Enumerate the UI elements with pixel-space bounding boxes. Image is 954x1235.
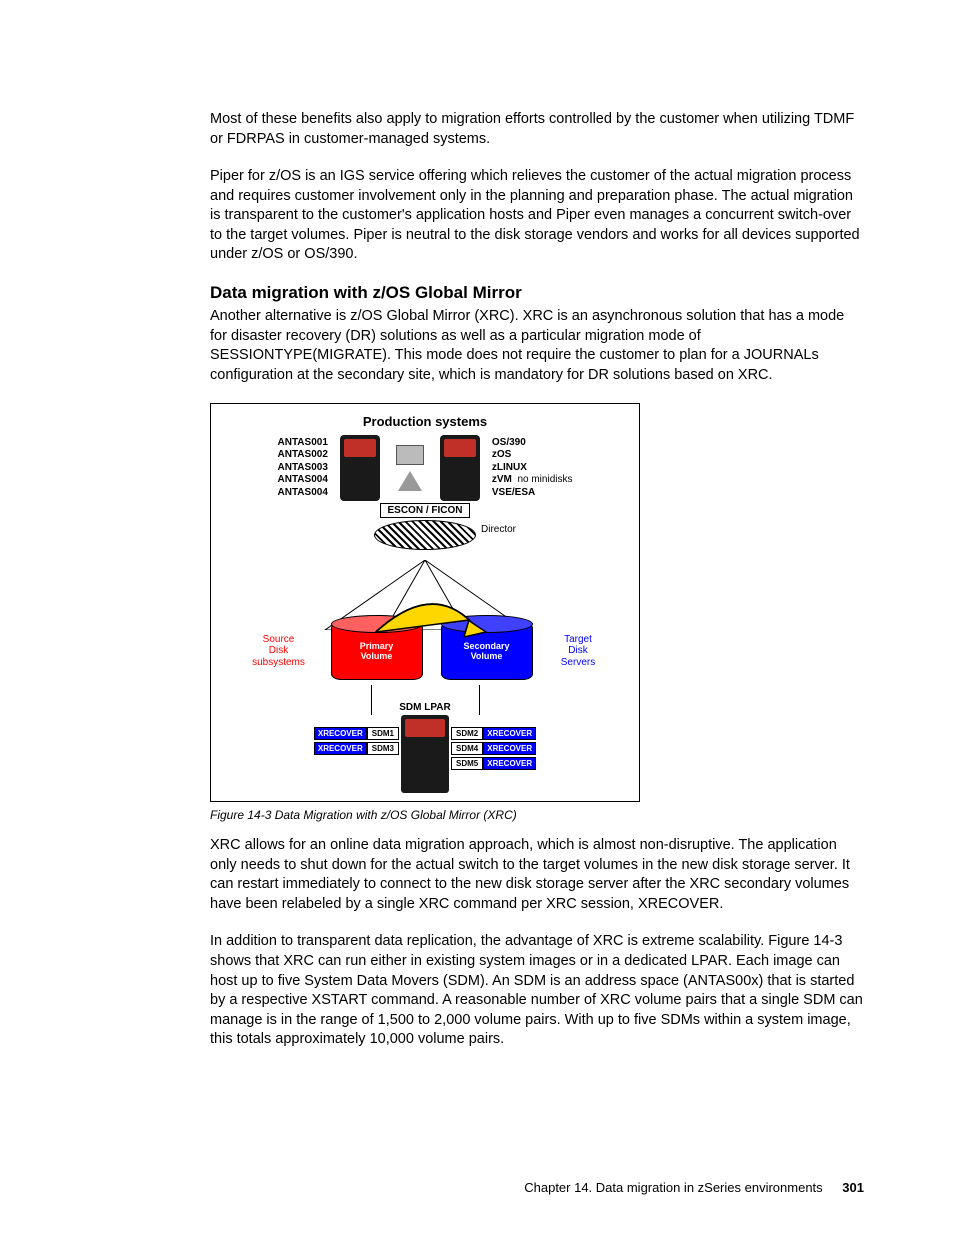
connector-line <box>479 685 480 715</box>
sdm-server-icon <box>401 715 449 793</box>
page-footer: Chapter 14. Data migration in zSeries en… <box>524 1180 864 1195</box>
sdm-badge: SDM1 <box>367 727 399 740</box>
paragraph: XRC allows for an online data migration … <box>210 836 864 914</box>
os-item: OS/390 <box>492 437 573 450</box>
figure-title: Production systems <box>221 414 629 429</box>
connector-line <box>371 685 372 715</box>
os-note: no minidisks <box>517 474 572 485</box>
xrecover-badge: XRECOVER <box>314 727 367 740</box>
antas-list: ANTAS001 ANTAS002 ANTAS003 ANTAS004 ANTA… <box>278 437 328 500</box>
triangle-icon <box>398 471 422 491</box>
mainframe-icon <box>340 435 380 501</box>
os-list: OS/390 zOS zLINUX zVM no minidisks VSE/E… <box>492 437 573 500</box>
os-item: zVM <box>492 474 512 485</box>
paragraph: Most of these benefits also apply to mig… <box>210 110 864 149</box>
page-number: 301 <box>842 1180 864 1195</box>
sdm-badge: SDM4 <box>451 742 483 755</box>
target-disk-label: Target Disk Servers <box>551 634 606 669</box>
mainframe-icon <box>440 435 480 501</box>
sdm-lpar-label: SDM LPAR <box>221 702 629 713</box>
figure-caption: Figure 14-3 Data Migration with z/OS Glo… <box>210 808 864 822</box>
paragraph: In addition to transparent data replicat… <box>210 932 864 1049</box>
os-item: zLINUX <box>492 462 573 475</box>
sdm-badge: SDM2 <box>451 727 483 740</box>
chapter-label: Chapter 14. Data migration in zSeries en… <box>524 1180 822 1195</box>
antas-item: ANTAS003 <box>278 462 328 475</box>
xrecover-badge: XRECOVER <box>483 757 536 770</box>
antas-item: ANTAS001 <box>278 437 328 450</box>
escon-ficon-label: ESCON / FICON <box>380 503 469 518</box>
xrecover-badge: XRECOVER <box>483 742 536 755</box>
os-item: VSE/ESA <box>492 487 573 500</box>
director-label: Director <box>481 524 516 535</box>
director-icon <box>374 520 476 550</box>
section-heading: Data migration with z/OS Global Mirror <box>210 283 864 303</box>
paragraph: Piper for z/OS is an IGS service offerin… <box>210 167 864 265</box>
source-disk-label: Source Disk subsystems <box>245 634 313 669</box>
xrecover-badge: XRECOVER <box>314 742 367 755</box>
paragraph: Another alternative is z/OS Global Mirro… <box>210 307 864 385</box>
antas-item: ANTAS004 <box>278 487 328 500</box>
antas-item: ANTAS004 <box>278 474 328 487</box>
sdm-badge: SDM5 <box>451 757 483 770</box>
xrecover-badge: XRECOVER <box>483 727 536 740</box>
os-item: zOS <box>492 449 573 462</box>
sdm-badge: SDM3 <box>367 742 399 755</box>
migration-arrow-icon <box>366 592 496 642</box>
chip-icon <box>396 445 424 465</box>
figure-14-3: Production systems ANTAS001 ANTAS002 ANT… <box>210 403 640 802</box>
antas-item: ANTAS002 <box>278 449 328 462</box>
